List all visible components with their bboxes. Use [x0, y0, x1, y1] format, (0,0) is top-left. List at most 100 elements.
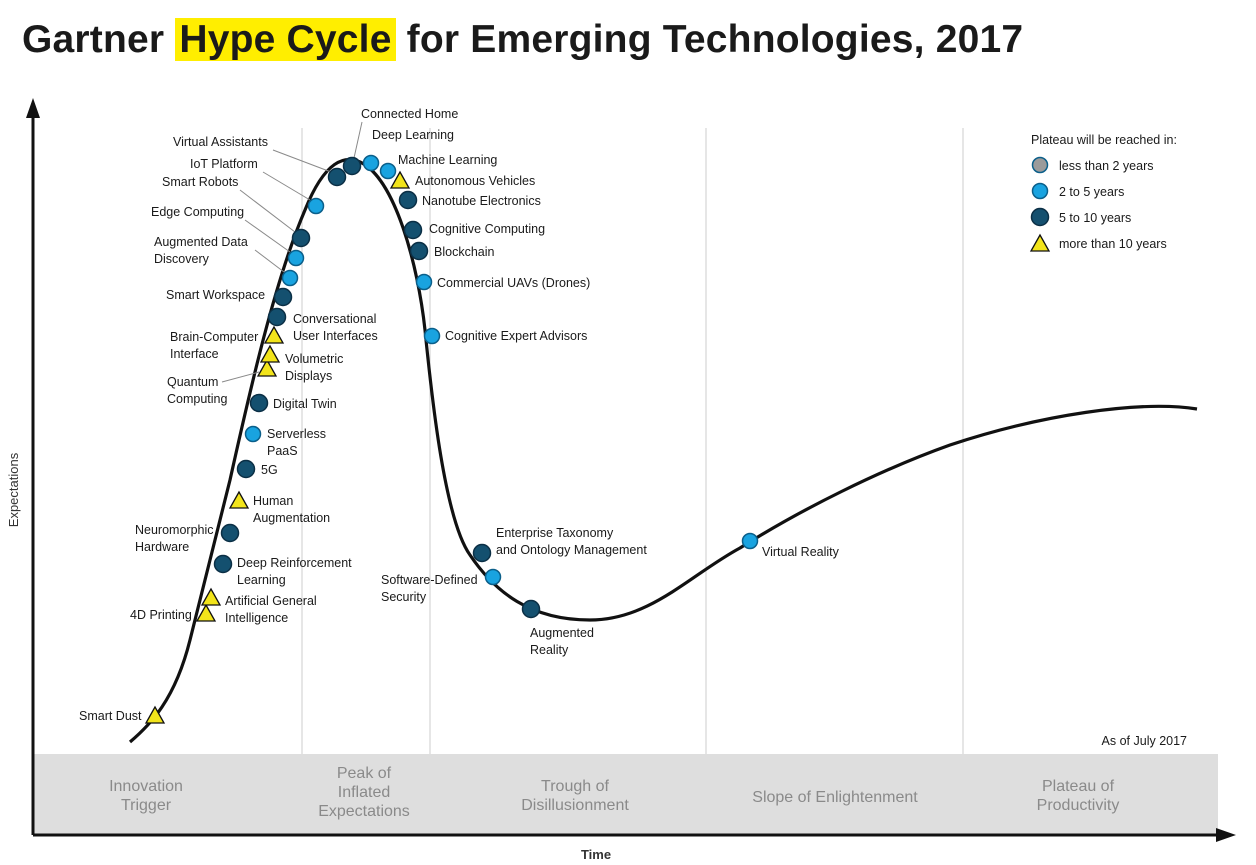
- marker-artificial-general-intelligence: [200, 587, 222, 606]
- title-prefix: Gartner: [22, 18, 176, 61]
- label-machine-learning: Machine Learning: [398, 153, 497, 167]
- phase-label-peak-of-inflated-expectations: Expectations: [318, 803, 410, 820]
- phase-label-plateau-of-productivity: Plateau of: [1042, 778, 1115, 795]
- technology-labels: Smart Dust 4D Printing Artificial General I…: [79, 107, 840, 723]
- leader-line-virtual-assistants: [272, 149, 332, 173]
- legend-marker-2-to-5-years: [1031, 182, 1049, 200]
- label-blockchain: Blockchain: [434, 245, 494, 259]
- marker-commercial-uavs-drones: [415, 273, 433, 291]
- label-conversational-user-interfaces-line-2: User Interfaces: [293, 329, 378, 343]
- legend: Plateau will be reached in: less than 2 y…: [1029, 133, 1177, 252]
- label-human-augmentation: Human: [253, 494, 293, 508]
- label-edge-computing: Edge Computing: [151, 205, 244, 219]
- leader-line-smart-robots: [239, 189, 296, 233]
- title-highlight: Hype Cycle: [175, 18, 396, 61]
- marker-software-defined-security: [484, 568, 502, 586]
- label-artificial-general-intelligence: Artificial General: [225, 594, 317, 608]
- label-iot-platform: IoT Platform: [190, 157, 258, 171]
- label-serverless-paas-line-2: PaaS: [267, 444, 298, 458]
- marker-serverless-paas: [244, 425, 262, 443]
- label-deep-reinforcement-learning: Deep Reinforcement: [237, 556, 352, 570]
- marker-virtual-reality: [741, 532, 759, 550]
- label-deep-reinforcement-learning-line-2: Learning: [237, 573, 286, 587]
- marker-deep-reinforcement-learning: [213, 554, 233, 574]
- label-augmented-data-discovery-line-2: Discovery: [154, 252, 210, 266]
- phase-label-innovation-trigger: Innovation: [109, 778, 183, 795]
- label-software-defined-security-line-2: Security: [381, 590, 427, 604]
- marker-brain-computer-interface: [263, 325, 285, 344]
- annotations: As of July 2017: [1102, 734, 1188, 748]
- phase-label-plateau-of-productivity: Productivity: [1037, 797, 1120, 814]
- label-commercial-uavs-drones: Commercial UAVs (Drones): [437, 276, 590, 290]
- marker-blockchain: [409, 241, 429, 261]
- label-enterprise-taxonomy-and-ontology-management: Enterprise Taxonomy: [496, 526, 614, 540]
- label-artificial-general-intelligence-line-2: Intelligence: [225, 611, 288, 625]
- leader-line-iot-platform: [262, 171, 311, 201]
- marker-autonomous-vehicles: [389, 170, 411, 189]
- marker-nanotube-electronics: [398, 190, 418, 210]
- label-serverless-paas: Serverless: [267, 427, 326, 441]
- axes: Expectations Time: [6, 98, 1236, 862]
- technology-markers: [144, 154, 759, 724]
- label-augmented-reality: Augmented: [530, 626, 594, 640]
- label-conversational-user-interfaces: Conversational: [293, 312, 376, 326]
- x-axis-title: Time: [581, 847, 611, 862]
- label-software-defined-security: Software-Defined: [381, 573, 478, 587]
- leader-line-augmented-data-discovery: [254, 249, 285, 273]
- leader-line-connected-home: [353, 121, 363, 159]
- marker-virtual-assistants: [327, 167, 347, 187]
- marker-human-augmentation: [228, 490, 250, 509]
- leader-line-edge-computing: [244, 219, 291, 253]
- legend-label-more-than-10-years: more than 10 years: [1059, 237, 1167, 251]
- phase-label-slope-of-enlightenment: Slope of Enlightenment: [752, 789, 918, 806]
- legend-label-less-than-2-years: less than 2 years: [1059, 159, 1154, 173]
- label-augmented-data-discovery: Augmented Data: [154, 235, 248, 249]
- label-human-augmentation-line-2: Augmentation: [253, 511, 330, 525]
- y-axis-title: Expectations: [6, 452, 21, 527]
- label-smart-dust: Smart Dust: [79, 709, 142, 723]
- label-cognitive-computing: Cognitive Computing: [429, 222, 545, 236]
- legend-marker-5-to-10-years: [1030, 207, 1050, 227]
- label-neuromorphic-hardware: Neuromorphic: [135, 523, 214, 537]
- label-cognitive-expert-advisors: Cognitive Expert Advisors: [445, 329, 587, 343]
- phase-band: Innovation Trigger Peak of Inflated Expectat…: [33, 754, 1218, 834]
- label-digital-twin: Digital Twin: [273, 397, 337, 411]
- hype-curve: [128, 157, 1198, 744]
- label-nanotube-electronics: Nanotube Electronics: [422, 194, 541, 208]
- phase-band-background: [33, 754, 1218, 834]
- marker-smart-dust: [144, 705, 166, 724]
- label-volumetric-displays: Volumetric: [285, 352, 343, 366]
- phase-label-peak-of-inflated-expectations: Peak of: [337, 765, 392, 782]
- legend-marker-more-than-10-years: [1029, 233, 1051, 252]
- marker-volumetric-displays: [259, 344, 281, 363]
- label-connected-home: Connected Home: [361, 107, 458, 121]
- marker-augmented-data-discovery: [281, 269, 299, 287]
- marker-enterprise-taxonomy-and-ontology-management: [472, 543, 492, 563]
- leader-line-quantum-computing: [221, 371, 260, 383]
- label-smart-workspace: Smart Workspace: [166, 288, 265, 302]
- marker-5g: [236, 459, 256, 479]
- as-of-note: As of July 2017: [1102, 734, 1188, 748]
- marker-machine-learning: [379, 162, 397, 180]
- label-brain-computer-interface-line-2: Interface: [170, 347, 219, 361]
- phase-label-trough-of-disillusionment: Disillusionment: [521, 797, 629, 814]
- x-axis-arrow: [1216, 828, 1236, 842]
- marker-4d-printing: [195, 603, 217, 622]
- marker-connected-home: [342, 156, 362, 176]
- marker-iot-platform: [307, 197, 325, 215]
- marker-digital-twin: [249, 393, 269, 413]
- label-virtual-assistants: Virtual Assistants: [173, 135, 268, 149]
- phase-label-peak-of-inflated-expectations: Inflated: [338, 784, 390, 801]
- label-volumetric-displays-line-2: Displays: [285, 369, 332, 383]
- marker-neuromorphic-hardware: [220, 523, 240, 543]
- label-4d-printing: 4D Printing: [130, 608, 192, 622]
- legend-title: Plateau will be reached in:: [1031, 133, 1177, 147]
- legend-label-5-to-10-years: 5 to 10 years: [1059, 211, 1131, 225]
- page-title: Gartner Hype Cycle for Emerging Technolo…: [22, 18, 1023, 62]
- y-axis-arrow: [26, 98, 40, 118]
- legend-marker-less-than-2-years: [1031, 156, 1049, 174]
- marker-augmented-reality: [521, 599, 541, 619]
- label-autonomous-vehicles: Autonomous Vehicles: [415, 174, 535, 188]
- label-quantum-computing-line-2: Computing: [167, 392, 227, 406]
